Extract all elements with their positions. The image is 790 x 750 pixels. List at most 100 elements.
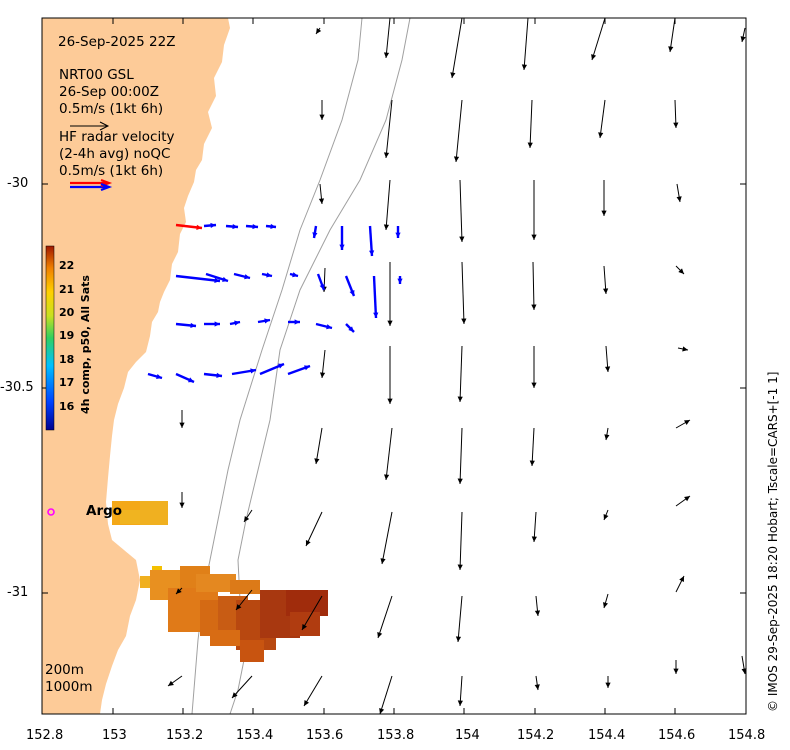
sst-colorbar [45,245,55,431]
model-current-vector [235,589,253,611]
model-current-vector [603,265,609,295]
model-current-vector [673,660,679,674]
model-current-vector [450,17,463,79]
model-current-vector [531,511,537,543]
argo-label: Argo [86,503,123,519]
radar-current-vector [233,272,251,280]
lat-tick-label: -30 [7,176,29,191]
model-current-vector [603,509,609,521]
radar-current-vector [175,322,197,329]
model-current-vector [521,17,529,71]
radar-current-vector [229,320,241,326]
radar-current-vector [257,318,271,324]
lon-tick-label: 152.8 [26,728,64,743]
model-current-vector [384,427,393,481]
land-mass [42,18,230,714]
model-current-vector [534,675,540,691]
model-current-vector [604,427,610,441]
model-current-vector [319,100,325,120]
model-current-vector [179,410,185,428]
model-current-vector [457,427,463,485]
sst-composite [112,501,328,662]
model-current-vector [305,511,323,547]
model-current-vector [673,99,679,129]
model-current-vector [675,575,685,593]
model-current-vector [534,595,541,617]
colorbar-tick: 22 [59,259,75,272]
model-current-vector [676,183,682,203]
lon-tick-label: 153.4 [236,728,274,743]
date-label: 26-Sep-2025 22Z [58,34,176,50]
radar-current-vector [175,372,195,384]
model-name-label: NRT00 GSL [59,67,134,83]
model-current-vector [318,183,325,205]
current-vectors [147,17,747,715]
model-current-vector [457,345,463,403]
model-current-vector [387,262,393,326]
model-current-vector [601,180,607,216]
model-current-vector [303,675,323,707]
lon-tick-label: 154.6 [658,728,696,743]
argo-float-marker[interactable] [47,508,55,516]
radar-title-line1: HF radar velocity [59,129,175,145]
radar-current-vector [261,272,273,278]
model-current-vector [231,675,253,699]
radar-current-vector [203,372,223,378]
model-current-vector [461,261,467,325]
model-current-vector [319,349,326,379]
model-current-vector [677,346,689,352]
sst-cell [286,590,328,616]
axis-ticks [41,18,747,714]
model-current-vector [315,27,322,35]
radar-scale-label: 0.5m/s (1kt 6h) [59,163,164,179]
colorbar-tick: 18 [59,353,75,366]
lon-tick-label: 154.4 [588,728,626,743]
credit-label: © IMOS 29-Sep-2025 18:20 Hobart; Tscale=… [766,371,780,712]
radar-current-vector [203,222,217,229]
model-current-vector [675,495,691,507]
radar-current-vector [205,272,229,283]
radar-current-vector [287,364,311,376]
model-time-label: 26-Sep 00:00Z [59,84,159,100]
model-current-vector [602,593,609,609]
radar-current-vector [288,319,300,325]
model-current-vector [179,492,185,508]
model-current-vector [529,427,535,467]
model-current-vector [383,99,393,159]
model-current-vector [740,27,746,43]
sst-cell [140,501,168,525]
radar-current-vector [372,275,379,319]
model-current-vector [383,179,391,231]
model-scale-arrow [70,121,110,131]
lon-tick-label: 154.2 [517,728,555,743]
radar-current-vector [345,323,355,333]
model-current-vector [459,179,465,243]
model-current-vector [457,675,463,707]
model-current-vector [668,17,676,53]
depth-200-label: 200m [45,662,84,678]
radar-current-vector [259,362,285,376]
radar-current-vector [395,226,401,238]
lon-tick-label: 153.6 [306,728,344,743]
colorbar-label: 4h comp, p50, All Sats [79,275,92,414]
model-current-vector [457,511,463,571]
radar-scale-arrow [70,178,113,192]
colorbar-tick: 16 [59,400,75,413]
radar-current-vector [204,321,220,327]
radar-current-vector [339,226,345,250]
model-current-vector [314,427,323,465]
lat-tick-label: -30.5 [0,380,34,395]
radar-current-vector [265,223,277,230]
colorbar-tick: 19 [59,329,75,342]
radar-current-vector [368,225,375,257]
radar-current-vector [289,272,299,278]
model-current-vector [531,346,537,388]
colorbar-tick: 17 [59,376,75,389]
model-current-vector [604,345,611,373]
radar-title-line2: (2-4h avg) noQC [59,146,171,162]
model-scale-label: 0.5m/s (1kt 6h) [59,101,164,117]
model-current-vector [675,419,691,429]
radar-current-vector [147,372,163,380]
radar-current-vector [312,225,318,239]
model-current-vector [591,17,606,61]
